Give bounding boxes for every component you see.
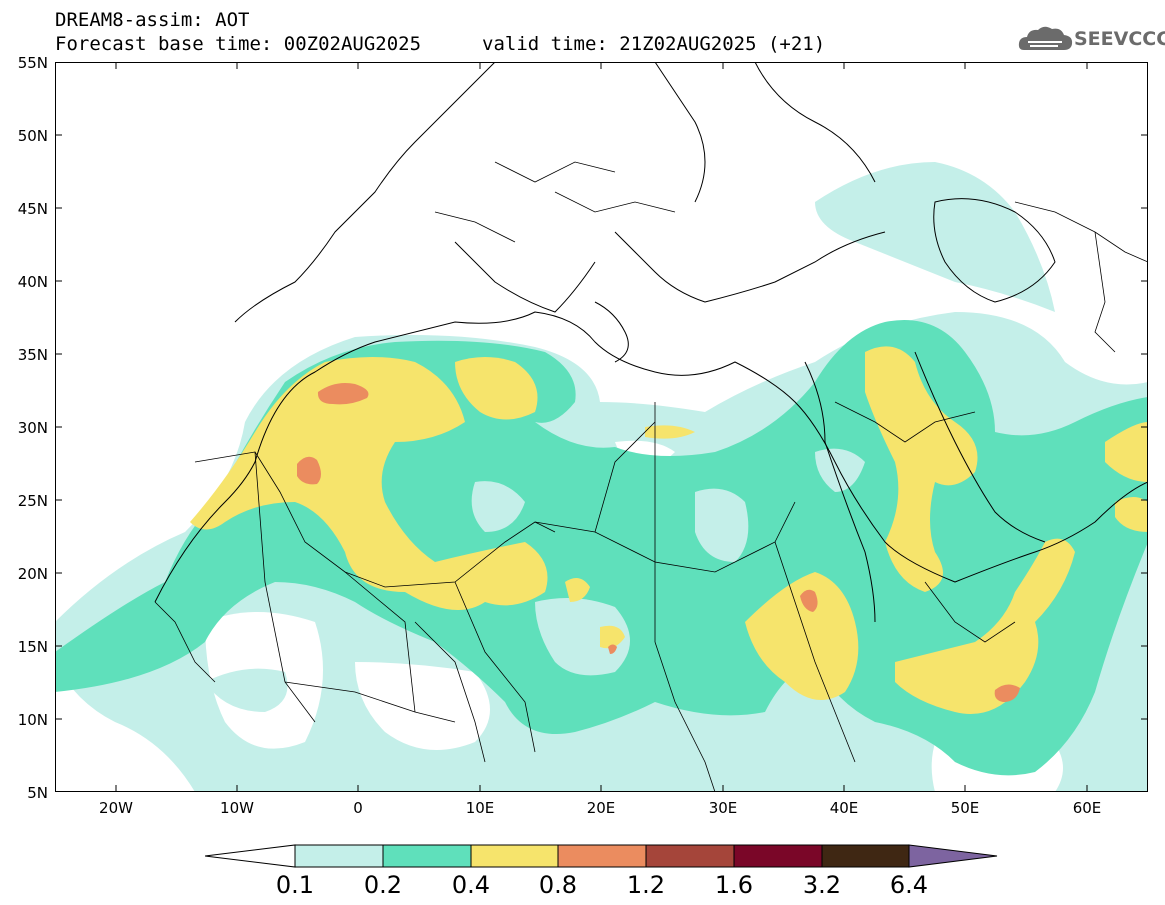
colorbar-bin-1.6-3.2: [733, 844, 823, 868]
borders: [154, 161, 1148, 792]
aot-band-0.1-0.2-inner: [205, 448, 865, 712]
coastlines: [154, 62, 1148, 623]
aot-band-0.8-1.2: [297, 383, 1020, 702]
cloud-icon: [1018, 26, 1073, 50]
lon-label-10e: 10E: [465, 799, 495, 817]
lon-label-30e: 30E: [708, 799, 738, 817]
colorbar-label-3.2: 3.2: [802, 871, 842, 899]
colorbar-label-0.8: 0.8: [538, 871, 578, 899]
colorbar-bin-0.2-0.4: [382, 844, 472, 868]
lon-label-60e: 60E: [1072, 799, 1102, 817]
lat-label-40n: 40N: [17, 273, 48, 291]
lon-label-20e: 20E: [586, 799, 616, 817]
lat-label-45n: 45N: [17, 200, 48, 218]
seevccc-logo: SEEVCCC: [1018, 24, 1165, 58]
lat-label-55n: 55N: [17, 54, 48, 72]
lat-label-20n: 20N: [17, 565, 48, 583]
lat-label-30n: 30N: [17, 419, 48, 437]
aot-band-0.4-0.8: [190, 346, 1148, 714]
lon-label-10w: 10W: [220, 799, 254, 817]
colorbar-bin-0.8-1.2: [557, 844, 647, 868]
map-title: DREAM8-assim: AOT: [55, 9, 250, 31]
colorbar-over: [908, 844, 998, 868]
colorbar-label-1.6: 1.6: [714, 871, 754, 899]
colorbar-label-1.2: 1.2: [626, 871, 666, 899]
lon-label-40e: 40E: [829, 799, 859, 817]
colorbar-bin-1.2-1.6: [645, 844, 735, 868]
lon-label-0: 0: [353, 799, 363, 817]
colorbar-label-0.2: 0.2: [363, 871, 403, 899]
lon-label-50e: 50E: [950, 799, 980, 817]
colorbar: [205, 844, 998, 868]
lat-label-25n: 25N: [17, 492, 48, 510]
logo-text: SEEVCCC: [1074, 28, 1165, 50]
lat-label-10n: 10N: [17, 711, 48, 729]
colorbar-label-0.4: 0.4: [451, 871, 491, 899]
colorbar-bin-0.4-0.8: [470, 844, 559, 868]
colorbar-bin-3.2-6.4: [821, 844, 910, 868]
valid-time: valid time: 21Z02AUG2025 (+21): [482, 33, 826, 55]
forecast-base-time: Forecast base time: 00Z02AUG2025: [55, 33, 422, 55]
lat-label-35n: 35N: [17, 346, 48, 364]
colorbar-label-6.4: 6.4: [889, 871, 929, 899]
axis-ticks: [55, 62, 1148, 792]
colorbar-bin-0.1-0.2: [294, 844, 384, 868]
aot-map: [55, 62, 1148, 792]
lon-label-20w: 20W: [99, 799, 133, 817]
lat-label-5n: 5N: [27, 784, 48, 802]
colorbar-label-0.1: 0.1: [275, 871, 315, 899]
lat-label-50n: 50N: [17, 127, 48, 145]
colorbar-under: [205, 844, 296, 868]
lat-label-15n: 15N: [17, 638, 48, 656]
